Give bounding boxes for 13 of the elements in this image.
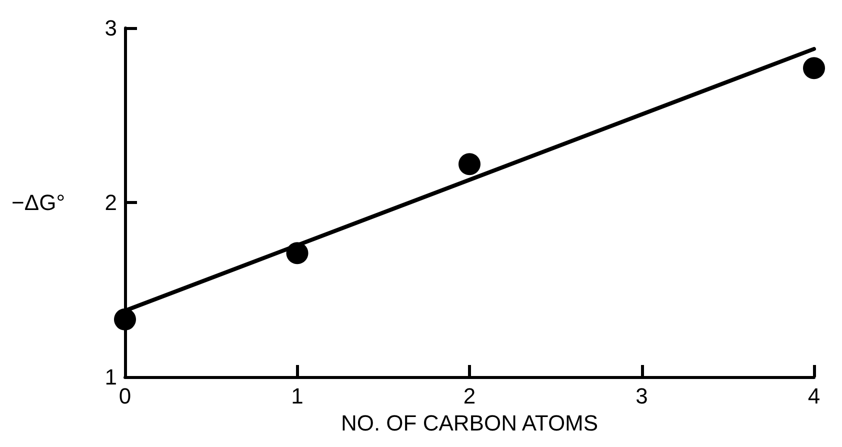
point	[803, 57, 825, 80]
y-axis-title: −ΔG°	[12, 190, 65, 215]
y-tick-label: 1	[104, 364, 117, 390]
x-tick-label: 3	[636, 384, 648, 408]
point	[114, 308, 136, 330]
x-tick-label: 0	[118, 384, 132, 408]
point	[458, 153, 480, 176]
y-tick-label: 2	[104, 190, 117, 215]
x-axis-title: NO. OF CARBON ATOMS	[340, 410, 598, 436]
x-tick-label: 1	[291, 384, 304, 408]
x-tick-label: 4	[808, 384, 820, 408]
y-tick-label: 3	[104, 16, 117, 40]
x-tick-label: 2	[463, 384, 476, 408]
